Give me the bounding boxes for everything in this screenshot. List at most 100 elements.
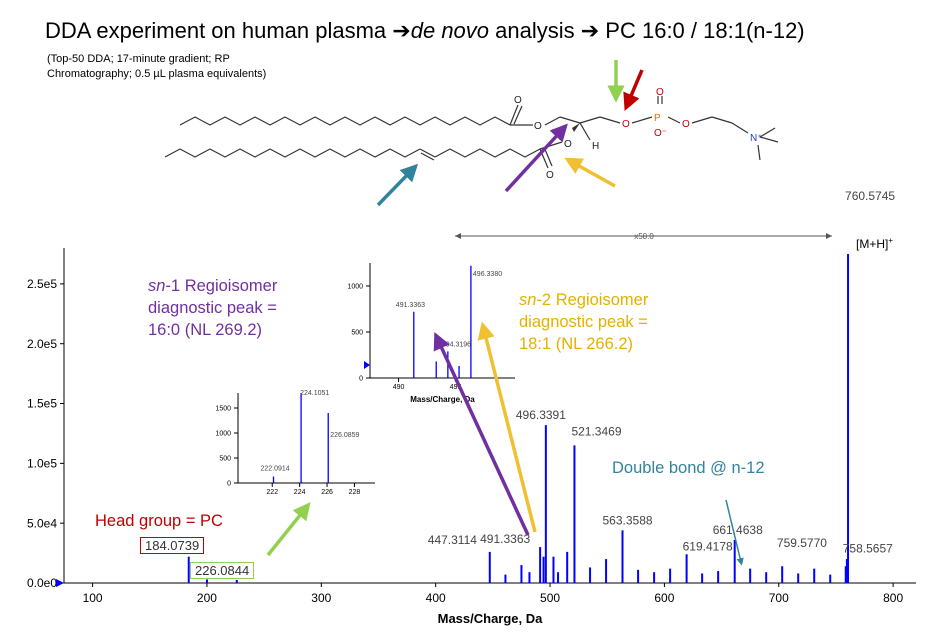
arrow-teal-spectrum bbox=[725, 499, 744, 566]
peak-label: 447.3114 bbox=[428, 533, 477, 547]
arrow-purple-spectrum bbox=[433, 332, 530, 536]
arrow-green-spectrum bbox=[266, 502, 311, 557]
head-group-annotation: Head group = PC bbox=[95, 512, 223, 530]
x-tick-label: 500 bbox=[540, 591, 560, 605]
atom-label: O bbox=[564, 139, 572, 150]
peak-label: 563.3588 bbox=[602, 513, 652, 527]
atom-label: P bbox=[654, 113, 661, 124]
y-tick-label: 0.0e0 bbox=[27, 576, 57, 590]
sn1-line-3: 16:0 (NL 269.2) bbox=[148, 321, 263, 339]
y-tick-label: 1000 bbox=[215, 430, 231, 437]
x-tick-label: 490 bbox=[393, 384, 405, 391]
arrow-right-icon: ➔ bbox=[392, 18, 411, 43]
fragment-mz-box: 226.0844 bbox=[190, 562, 255, 579]
x-tick-label: 495 bbox=[450, 384, 462, 391]
mh-text: [M+H] bbox=[856, 237, 889, 251]
x-tick-label: 100 bbox=[83, 591, 103, 605]
y-tick-label: 1500 bbox=[215, 405, 231, 412]
title-denovo: de novo bbox=[410, 18, 490, 43]
conditions-line-2: Chromatography; 0.5 µL plasma equivalent… bbox=[47, 68, 267, 80]
atom-label: O bbox=[546, 170, 554, 181]
y-tick-label: 2.5e5 bbox=[27, 277, 57, 291]
x50-label: x50.0 bbox=[634, 232, 654, 241]
head-group-mz-box: 184.0739 bbox=[140, 537, 205, 554]
peak-label: 494.3196 bbox=[442, 341, 471, 348]
peak-label: 222.0914 bbox=[261, 466, 290, 473]
y-tick-label: 5.0e4 bbox=[27, 516, 57, 530]
peak-label: 619.4178 bbox=[683, 539, 733, 553]
peak-label: 491.3363 bbox=[396, 302, 425, 309]
x-tick-label: 600 bbox=[654, 591, 674, 605]
spectrum-1: 222 224 226 228 0 500 1000 1500 222.0914 224.1051… bbox=[215, 390, 375, 496]
x-axis-label: Mass/Charge, Da bbox=[438, 611, 544, 626]
sn2-line-3: 18:1 (NL 266.2) bbox=[519, 335, 634, 353]
title-text-1: DDA experiment on human plasma bbox=[45, 18, 393, 43]
page-title: DDA experiment on human plasma ➔de novo … bbox=[45, 18, 805, 44]
spectrum-0: 100 200 300 400 500 600 700 800 0.0e0 5.0e4 1.0e5 1… bbox=[27, 189, 916, 626]
y-tick-label: 1.0e5 bbox=[27, 457, 57, 471]
atom-label: O bbox=[534, 121, 542, 132]
x50-left-arrowhead bbox=[455, 233, 461, 239]
title-text-2: analysis bbox=[489, 18, 581, 43]
x-tick-label: 200 bbox=[197, 591, 217, 605]
peak-label: 226.0859 bbox=[330, 432, 359, 439]
double-bond-annotation: Double bond @ n-12 bbox=[612, 459, 765, 477]
y-tick-label: 0 bbox=[227, 480, 231, 487]
sn1-line-2: diagnostic peak = bbox=[148, 299, 277, 317]
peak-label: 521.3469 bbox=[571, 424, 621, 438]
sn1-annotation: sn-1 Regioisomer diagnostic peak = 16:0 … bbox=[148, 275, 348, 341]
atom-label: O bbox=[514, 95, 522, 106]
y-tick-label: 1.5e5 bbox=[27, 397, 57, 411]
sn2-annotation: sn-2 Regioisomer diagnostic peak = 18:1 … bbox=[519, 289, 719, 355]
x-tick-label: 300 bbox=[311, 591, 331, 605]
atom-label: H bbox=[592, 141, 599, 152]
y-tick-label: 2.0e5 bbox=[27, 337, 57, 351]
atom-label: O bbox=[682, 119, 690, 130]
peak-label: 496.3391 bbox=[516, 408, 566, 422]
precursor-ion-label: [M+H]+ bbox=[856, 236, 893, 251]
title-text-3: PC 16:0 / 18:1(n-12) bbox=[599, 18, 805, 43]
arrow-gold-spectrum bbox=[477, 321, 537, 533]
x-tick-label: 222 bbox=[266, 489, 278, 496]
x-tick-label: 224 bbox=[294, 489, 306, 496]
mh-sup: + bbox=[888, 236, 894, 245]
x50-indicator: x50.0 bbox=[455, 232, 832, 241]
peak-label: 758.5657 bbox=[843, 541, 893, 555]
arrow-red-structure bbox=[623, 69, 644, 112]
y-tick-label: 0 bbox=[359, 375, 363, 382]
peak-label: 661.4638 bbox=[713, 523, 763, 537]
arrow-right-icon: ➔ bbox=[580, 18, 600, 43]
peak-label: 491.3363 bbox=[480, 532, 530, 546]
atom-label: N⁺ bbox=[750, 133, 763, 144]
x-tick-label: 226 bbox=[321, 489, 333, 496]
atom-label: O⁻ bbox=[654, 128, 667, 139]
x-tick-label: 400 bbox=[426, 591, 446, 605]
x-axis-label: Mass/Charge, Da bbox=[410, 395, 475, 404]
conditions-line-1: (Top-50 DDA; 17-minute gradient; RP bbox=[47, 53, 230, 65]
atom-label: O bbox=[656, 87, 664, 98]
atom-labels: O O O O P O O⁻ O O N⁺ H bbox=[514, 87, 763, 181]
arrow-gold-structure bbox=[564, 157, 616, 188]
x-tick-label: 228 bbox=[349, 489, 361, 496]
sn1-italic: sn bbox=[148, 277, 166, 295]
peak-label: 224.1051 bbox=[300, 390, 329, 397]
y-tick-label: 1000 bbox=[347, 283, 363, 290]
experiment-conditions: (Top-50 DDA; 17-minute gradient; RP Chro… bbox=[47, 52, 347, 82]
arrow-teal-structure bbox=[376, 163, 419, 207]
arrow-purple-structure bbox=[504, 123, 568, 193]
peak-label: 496.3380 bbox=[473, 271, 502, 278]
sn2-italic: sn bbox=[519, 291, 537, 309]
x-tick-label: 800 bbox=[883, 591, 903, 605]
x-tick-label: 700 bbox=[769, 591, 789, 605]
sn1-line-1: -1 Regioisomer bbox=[165, 277, 278, 295]
atom-label: O bbox=[622, 119, 630, 130]
y-tick-label: 500 bbox=[351, 329, 363, 336]
inset-axis-marker bbox=[364, 361, 370, 369]
axis-start-marker bbox=[56, 579, 64, 587]
y-tick-label: 500 bbox=[219, 455, 231, 462]
peak-label: 759.5770 bbox=[777, 536, 827, 550]
x50-right-arrowhead bbox=[826, 233, 832, 239]
